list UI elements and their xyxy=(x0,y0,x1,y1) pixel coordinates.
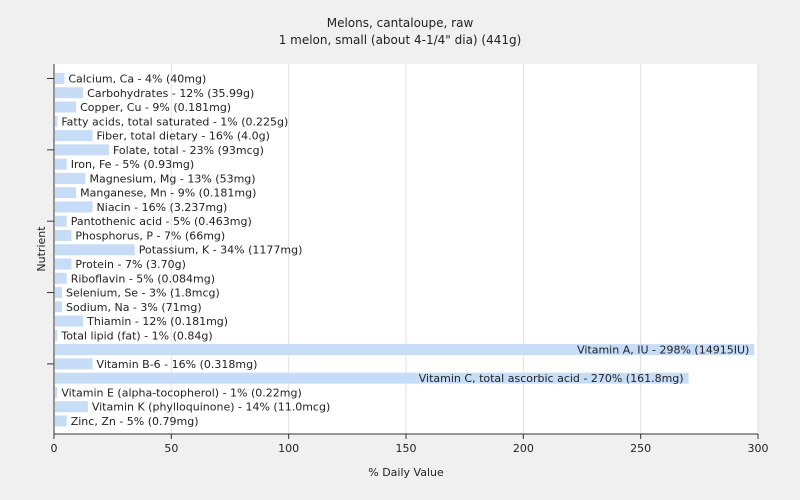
bars xyxy=(55,73,755,427)
bar-label: Phosphorus, P - 7% (66mg) xyxy=(75,229,225,242)
bar-label: Folate, total - 23% (93mcg) xyxy=(113,144,264,157)
bar xyxy=(55,130,93,142)
bar-label: Vitamin E (alpha-tocopherol) - 1% (0.22m… xyxy=(61,386,301,399)
bar xyxy=(55,344,755,356)
grid-lines xyxy=(170,64,759,434)
bar xyxy=(55,101,77,113)
bar xyxy=(55,301,63,313)
bar-label: Riboflavin - 5% (0.084mg) xyxy=(71,272,215,285)
bar-label: Magnesium, Mg - 13% (53mg) xyxy=(90,172,256,185)
bar-labels: Calcium, Ca - 4% (40mg)Carbohydrates - 1… xyxy=(60,73,749,428)
bar xyxy=(55,229,72,241)
x-axis-label: % Daily Value xyxy=(368,466,444,479)
axes: 0 50 100 150 200 250 300 xyxy=(47,64,769,455)
bar-label: Calcium, Ca - 4% (40mg) xyxy=(68,73,206,86)
bar-label: Protein - 7% (3.70g) xyxy=(75,258,186,271)
bar xyxy=(55,386,58,398)
bar xyxy=(55,258,72,270)
bar xyxy=(55,272,67,284)
bar xyxy=(55,115,58,127)
bar-label: Potassium, K - 34% (1177mg) xyxy=(139,244,303,257)
y-axis-label: Nutrient xyxy=(35,226,48,272)
bar xyxy=(55,73,65,84)
bar xyxy=(55,358,93,370)
chart-title: Melons, cantaloupe, raw xyxy=(327,16,474,30)
bar xyxy=(55,172,86,184)
bar xyxy=(55,372,689,384)
bar-label: Vitamin B-6 - 16% (0.318mg) xyxy=(97,358,258,371)
chart-subtitle: 1 melon, small (about 4-1/4" dia) (441g) xyxy=(279,33,522,47)
bar xyxy=(55,401,88,413)
x-tick-label: 300 xyxy=(748,442,769,455)
bar xyxy=(55,187,77,199)
bar-label: Selenium, Se - 3% (1.8mcg) xyxy=(66,287,220,300)
bar xyxy=(55,215,67,227)
bar-label: Vitamin C, total ascorbic acid - 270% (1… xyxy=(419,372,684,385)
bar-label: Carbohydrates - 12% (35.99g) xyxy=(87,87,254,100)
bar xyxy=(55,329,58,341)
x-tick-label: 50 xyxy=(164,442,178,455)
bar xyxy=(55,244,135,256)
bar-label: Total lipid (fat) - 1% (0.84g) xyxy=(60,329,212,342)
bar xyxy=(55,144,109,156)
bar-label: Fatty acids, total saturated - 1% (0.225… xyxy=(61,115,288,128)
bar-label: Zinc, Zn - 5% (0.79mg) xyxy=(71,415,199,428)
bar xyxy=(55,158,67,170)
bar-label: Iron, Fe - 5% (0.93mg) xyxy=(71,158,194,171)
x-tick-label: 200 xyxy=(513,442,534,455)
bar xyxy=(55,315,84,327)
bar-label: Fiber, total dietary - 16% (4.0g) xyxy=(97,130,270,143)
x-tick-label: 0 xyxy=(51,442,58,455)
bar xyxy=(55,201,93,213)
bar-label: Vitamin A, IU - 298% (14915IU) xyxy=(577,344,749,357)
bar-label: Manganese, Mn - 9% (0.181mg) xyxy=(80,187,256,200)
bar-label: Pantothenic acid - 5% (0.463mg) xyxy=(71,215,252,228)
bar xyxy=(55,287,63,299)
bar-label: Copper, Cu - 9% (0.181mg) xyxy=(80,101,231,114)
x-tick-label: 150 xyxy=(396,442,417,455)
bar-label: Sodium, Na - 3% (71mg) xyxy=(66,301,202,314)
x-tick-label: 100 xyxy=(278,442,299,455)
bar-label: Thiamin - 12% (0.181mg) xyxy=(86,315,228,328)
bar-label: Vitamin K (phylloquinone) - 14% (11.0mcg… xyxy=(92,401,330,414)
bar xyxy=(55,415,67,427)
x-tick-label: 250 xyxy=(630,442,651,455)
bar-label: Niacin - 16% (3.237mg) xyxy=(97,201,228,214)
bar xyxy=(55,87,84,99)
